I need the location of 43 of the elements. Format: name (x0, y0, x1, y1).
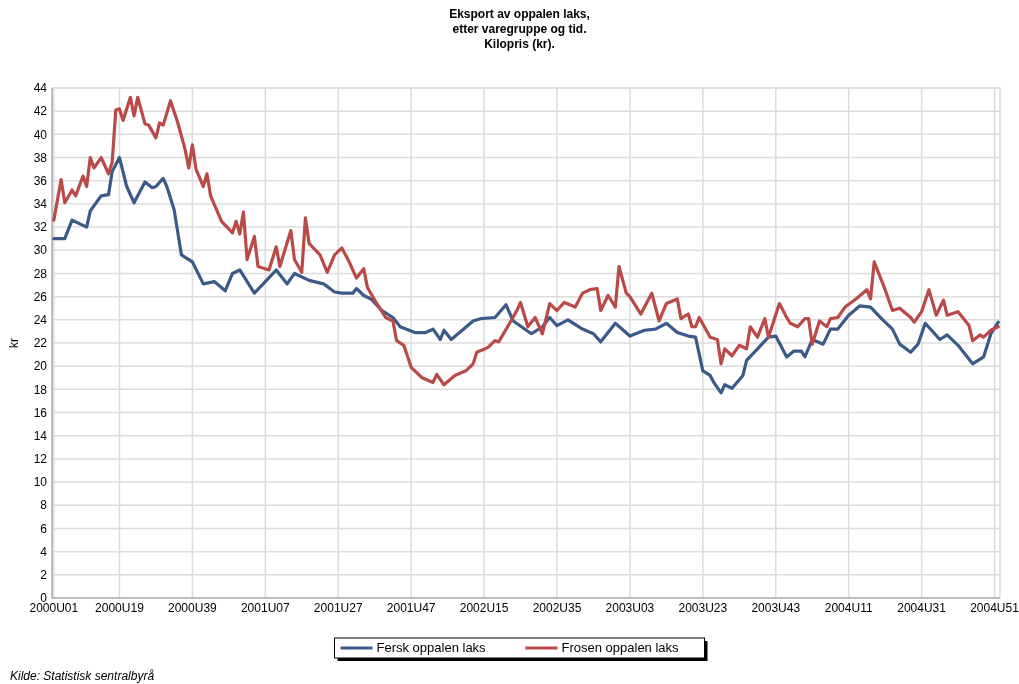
y-tick-label: 44 (33, 81, 48, 96)
x-tick-label: 2004U11 (824, 601, 873, 615)
y-tick-label: 18 (33, 382, 48, 397)
x-tick-label: 2003U03 (605, 601, 655, 615)
line-series (52, 155, 1000, 395)
y-tick-label: 14 (33, 428, 48, 443)
x-tick-label: 2000U01 (29, 601, 79, 615)
y-tick-label: 4 (40, 544, 48, 559)
y-tick-label: 38 (33, 150, 48, 165)
y-tick-label: 10 (33, 475, 48, 490)
y-tick-label: 30 (33, 243, 48, 258)
y-tick-label: 12 (33, 452, 48, 467)
x-tick-label: 2003U43 (751, 601, 801, 615)
legend-label: Frosen oppalen laks (561, 640, 680, 655)
y-tick-label: 28 (33, 266, 48, 281)
x-tick-label: 2003U23 (678, 601, 728, 615)
y-tick-label: 40 (33, 127, 48, 142)
y-tick-label: 2 (40, 568, 48, 583)
y-axis-title: kr (7, 338, 21, 348)
y-tick-label: 34 (33, 197, 48, 212)
y-tick-label: 16 (33, 405, 48, 420)
x-tick-label: 2001U47 (386, 601, 436, 615)
y-tick-label: 32 (33, 220, 48, 235)
y-tick-label: 6 (40, 521, 48, 536)
chart-title: Eksport av oppalen laks, etter varegruppe og tid. Kilopris (kr). (449, 7, 590, 51)
x-tick-label: 2002U35 (532, 601, 582, 615)
x-tick-label: 2001U07 (240, 601, 290, 615)
x-tick-label: 2000U39 (168, 601, 218, 615)
y-tick-label: 26 (33, 289, 48, 304)
y-tick-label: 42 (33, 104, 48, 119)
x-tick-label: 2004U51 (970, 601, 1019, 615)
y-tick-label: 8 (40, 498, 48, 513)
line-series (52, 95, 1000, 387)
y-tick-label: 36 (33, 173, 48, 188)
x-tick-label: 2000U19 (95, 601, 145, 615)
x-tick-label: 2002U15 (459, 601, 509, 615)
y-tick-label: 22 (33, 336, 48, 351)
x-tick-label: 2004U31 (897, 601, 947, 615)
x-tick-label: 2001U27 (313, 601, 363, 615)
y-tick-label: 24 (33, 313, 48, 328)
text: Kilde: Statistisk sentralbyrå (10, 669, 155, 683)
y-tick-label: 20 (33, 359, 48, 374)
legend-label: Fersk oppalen laks (376, 640, 487, 655)
